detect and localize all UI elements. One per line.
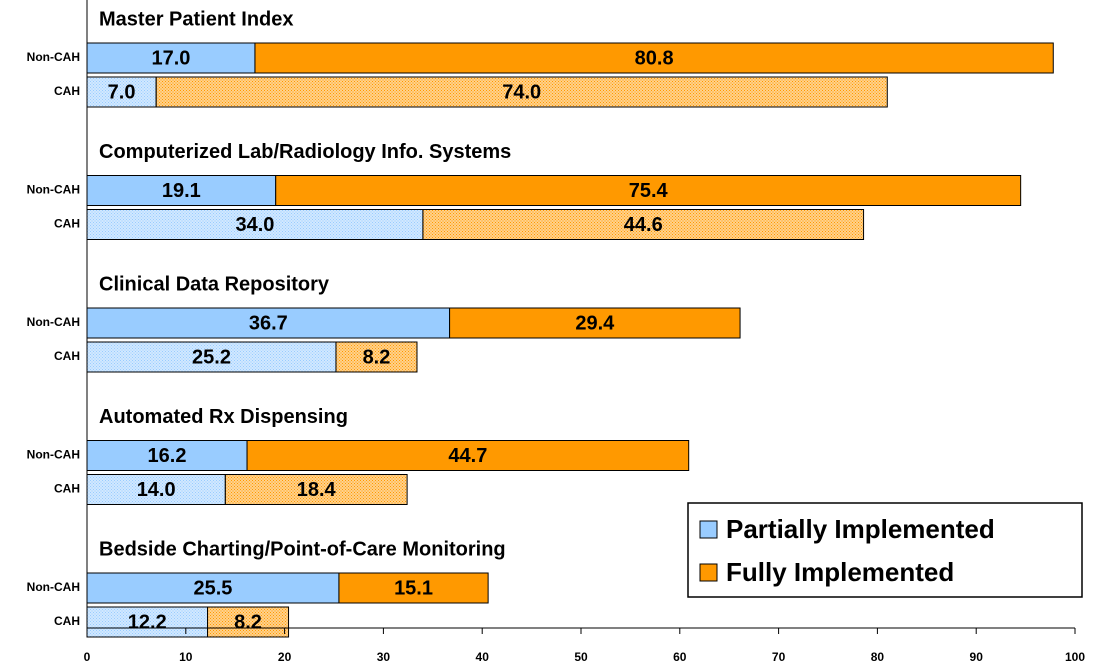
bar-segment bbox=[254, 42, 1054, 74]
value-label: 15.1 bbox=[394, 577, 433, 599]
category-label: Non-CAH bbox=[27, 183, 80, 197]
x-tick-label: 100 bbox=[1065, 650, 1085, 664]
value-label: 12.2 bbox=[128, 611, 167, 633]
value-label: 19.1 bbox=[162, 180, 201, 202]
value-label: 17.0 bbox=[152, 47, 191, 69]
bar-segment bbox=[338, 572, 489, 604]
value-label: 74.0 bbox=[502, 81, 541, 103]
legend-label: Partially Implemented bbox=[726, 514, 995, 544]
group-title: Automated Rx Dispensing bbox=[99, 406, 348, 428]
value-label: 8.2 bbox=[363, 346, 391, 368]
category-label: CAH bbox=[54, 217, 80, 231]
x-tick-label: 30 bbox=[377, 650, 391, 664]
category-label: CAH bbox=[54, 614, 80, 628]
value-label: 44.6 bbox=[624, 214, 663, 236]
bar-segment bbox=[86, 175, 277, 206]
bar-segment bbox=[86, 606, 209, 638]
x-tick-label: 0 bbox=[84, 650, 91, 664]
legend-box bbox=[687, 502, 1083, 598]
value-label: 36.7 bbox=[249, 312, 288, 334]
x-tick-label: 70 bbox=[772, 650, 786, 664]
value-label: 75.4 bbox=[629, 180, 669, 202]
bar-segment bbox=[246, 440, 690, 471]
value-label: 16.2 bbox=[148, 445, 187, 467]
category-label: Non-CAH bbox=[27, 580, 80, 594]
legend-label: Fully Implemented bbox=[726, 557, 954, 587]
category-label: Non-CAH bbox=[27, 50, 80, 64]
group-title: Bedside Charting/Point-of-Care Monitorin… bbox=[99, 538, 506, 560]
group-title: Master Patient Index bbox=[99, 8, 294, 30]
x-tick-label: 10 bbox=[179, 650, 193, 664]
x-tick-label: 80 bbox=[871, 650, 885, 664]
category-label: Non-CAH bbox=[27, 448, 80, 462]
bar-segment bbox=[155, 76, 888, 108]
value-label: 18.4 bbox=[297, 479, 337, 501]
bar-segment bbox=[86, 42, 256, 74]
category-label: CAH bbox=[54, 482, 80, 496]
legend-swatch bbox=[699, 520, 718, 539]
bar-segment bbox=[86, 440, 248, 471]
value-label: 14.0 bbox=[137, 479, 176, 501]
value-label: 44.7 bbox=[448, 445, 487, 467]
value-label: 29.4 bbox=[575, 312, 615, 334]
value-label: 80.8 bbox=[635, 47, 674, 69]
bar-segment bbox=[422, 209, 865, 240]
x-tick-label: 90 bbox=[970, 650, 984, 664]
legend-swatch bbox=[699, 563, 718, 582]
bar-segment bbox=[449, 307, 741, 339]
value-label: 25.2 bbox=[192, 346, 231, 368]
bar-segment bbox=[275, 175, 1022, 206]
bar-segment bbox=[207, 606, 290, 638]
value-label: 8.2 bbox=[234, 611, 262, 633]
value-label: 34.0 bbox=[235, 214, 274, 236]
category-label: Non-CAH bbox=[27, 315, 80, 329]
bar-segment bbox=[335, 341, 418, 373]
x-tick-label: 40 bbox=[476, 650, 490, 664]
value-label: 25.5 bbox=[194, 577, 233, 599]
category-label: CAH bbox=[54, 349, 80, 363]
value-label: 7.0 bbox=[108, 81, 136, 103]
bar-segment bbox=[224, 474, 408, 505]
x-tick-label: 50 bbox=[574, 650, 588, 664]
bar-segment bbox=[86, 209, 424, 240]
group-title: Computerized Lab/Radiology Info. Systems bbox=[99, 141, 511, 163]
bar-segment bbox=[86, 76, 157, 108]
x-tick-label: 60 bbox=[673, 650, 687, 664]
group-title: Clinical Data Repository bbox=[99, 273, 330, 295]
category-label: CAH bbox=[54, 84, 80, 98]
x-tick-label: 20 bbox=[278, 650, 292, 664]
